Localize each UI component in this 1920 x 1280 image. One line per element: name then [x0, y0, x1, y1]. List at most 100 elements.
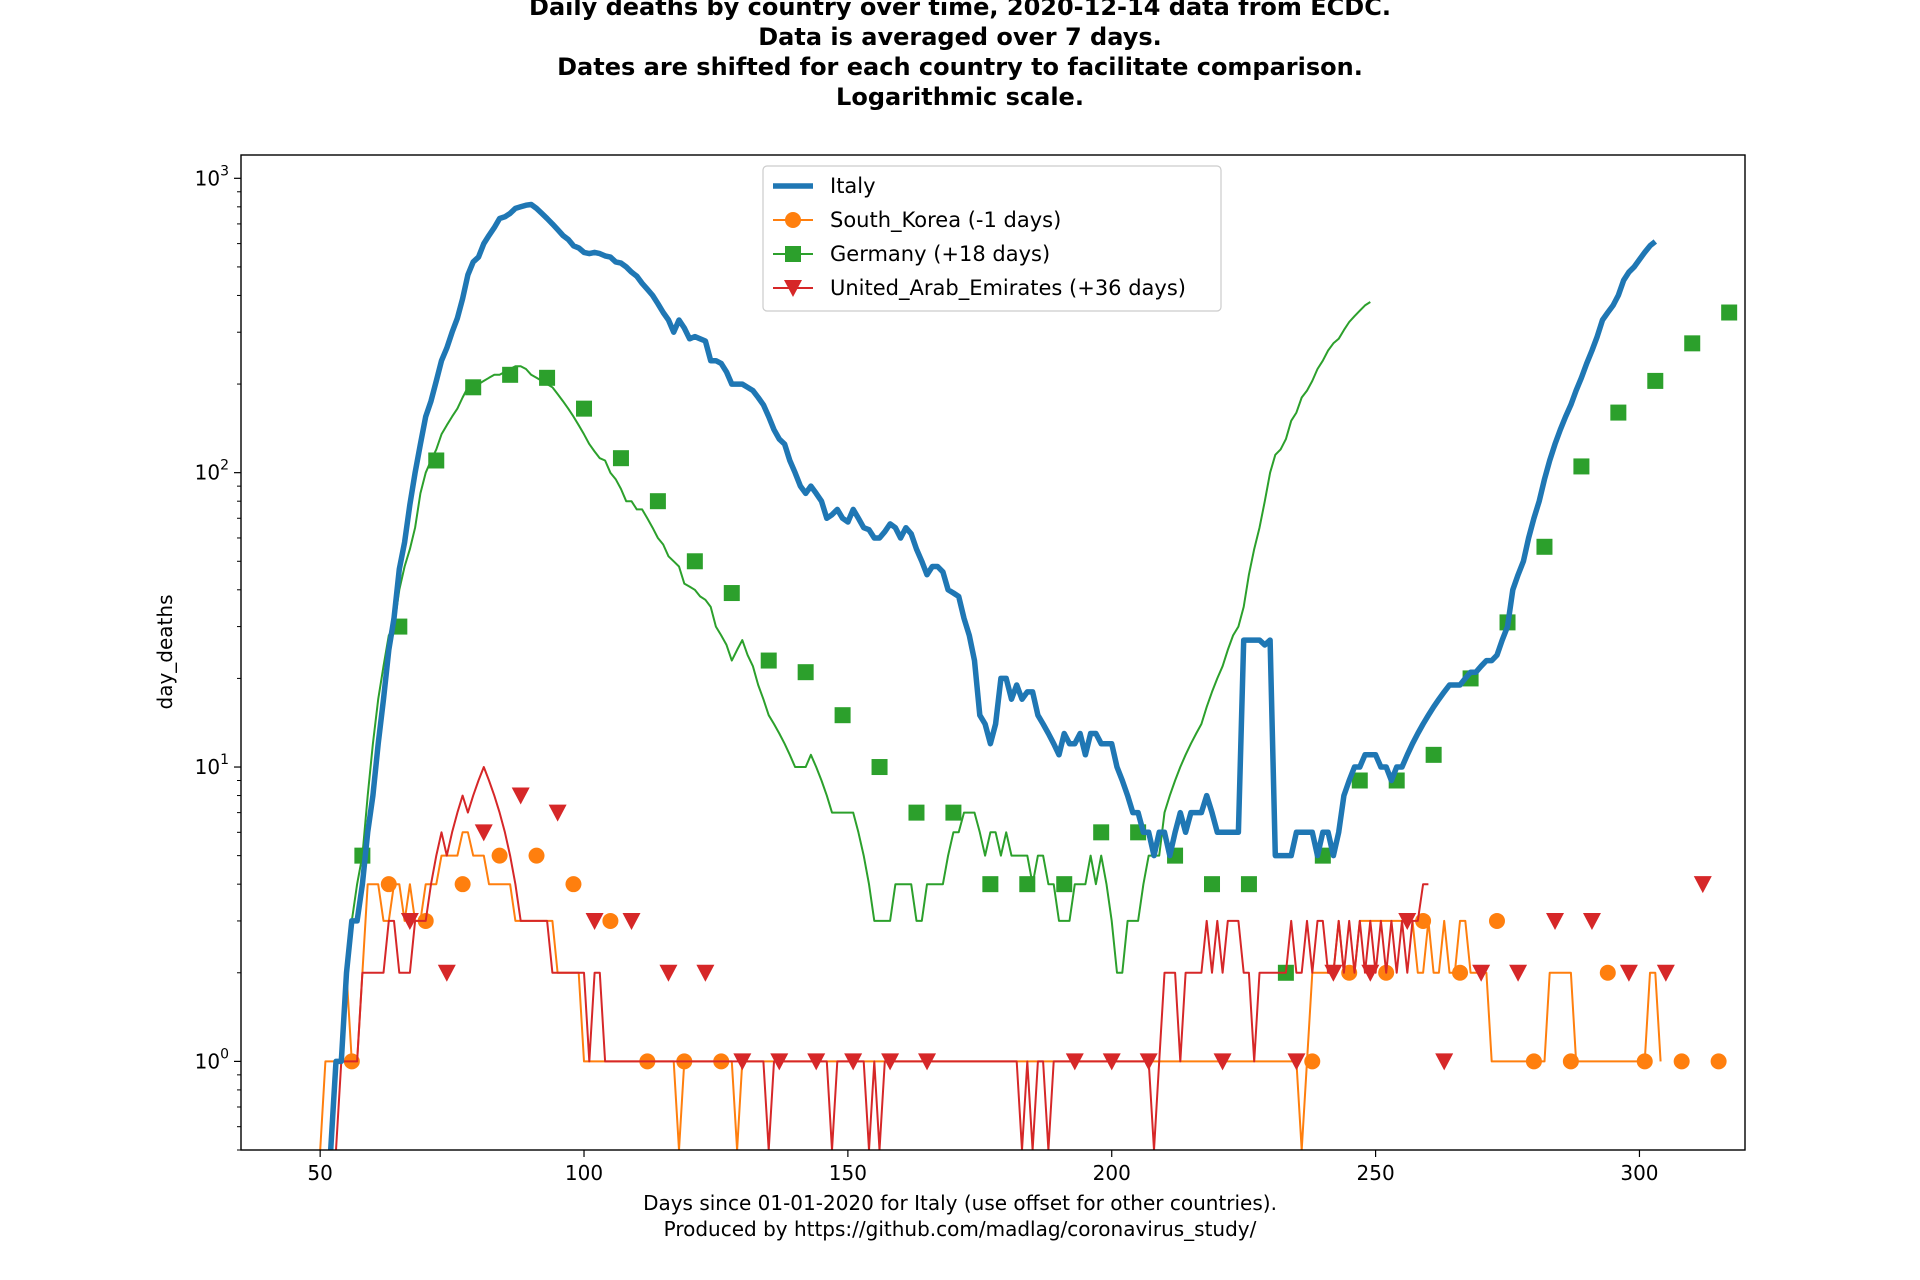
series-layer — [319, 201, 1738, 1150]
series-line — [340, 301, 1371, 1062]
data-point — [844, 1053, 863, 1071]
data-point — [1546, 912, 1565, 930]
data-point — [918, 1053, 937, 1071]
data-point — [465, 379, 482, 396]
data-point — [1656, 964, 1675, 982]
data-point — [1525, 1053, 1542, 1070]
data-point — [1710, 1053, 1727, 1070]
data-point — [1213, 1053, 1232, 1071]
data-point — [548, 804, 567, 822]
data-point — [1536, 538, 1553, 555]
y-tick-label: 102 — [195, 458, 229, 485]
data-point — [1065, 1053, 1084, 1071]
data-point — [1599, 964, 1616, 981]
data-point — [881, 1053, 900, 1071]
data-point — [380, 876, 397, 893]
data-point — [659, 964, 678, 982]
data-point — [733, 1053, 752, 1071]
series-line — [335, 766, 1429, 1150]
data-point — [945, 804, 962, 821]
data-point — [491, 847, 508, 864]
legend-label: Germany (+18 days) — [830, 242, 1050, 266]
data-point — [1452, 964, 1469, 981]
legend-entry: Italy — [773, 174, 876, 198]
data-point — [539, 369, 556, 386]
data-point — [1435, 1053, 1454, 1071]
data-point — [797, 664, 814, 681]
data-point — [612, 450, 629, 467]
title-line: Logarithmic scale. — [836, 83, 1084, 111]
data-point — [1509, 964, 1528, 982]
data-point — [528, 847, 545, 864]
data-point — [649, 493, 666, 510]
data-point — [622, 912, 641, 930]
data-point — [1684, 335, 1701, 352]
legend-marker — [785, 212, 801, 228]
legend-entry: Germany (+18 days) — [773, 242, 1050, 266]
data-point — [1287, 1053, 1306, 1071]
title-line: Dates are shifted for each country to fa… — [557, 53, 1363, 81]
x-tick-label: 100 — [565, 1161, 603, 1185]
data-point — [502, 366, 519, 383]
legend-box — [762, 165, 1222, 312]
data-point — [511, 787, 530, 805]
data-point — [723, 585, 740, 602]
data-point — [1573, 458, 1590, 475]
data-point — [1425, 746, 1442, 763]
x-axis: 50 100 150 200 250 300 — [307, 1150, 1659, 1185]
data-point — [428, 452, 445, 469]
data-point — [1204, 876, 1221, 893]
y-tick-label: 100 — [195, 1046, 229, 1073]
y-axis: 100 101 102 103 — [195, 163, 241, 1151]
x-axis-label-line: Days since 01-01-2020 for Italy (use off… — [643, 1191, 1277, 1215]
x-tick-label: 250 — [1357, 1161, 1395, 1185]
data-point — [1056, 876, 1073, 893]
data-point — [1619, 964, 1638, 982]
data-point — [585, 912, 604, 930]
y-axis-label: day_deaths — [153, 595, 177, 710]
y-tick-label: 103 — [195, 163, 229, 190]
legend-label: United_Arab_Emirates (+36 days) — [830, 276, 1186, 301]
legend-marker — [785, 246, 801, 262]
legend-label: Italy — [830, 174, 876, 198]
x-axis-label-line: Produced by https://github.com/madlag/co… — [663, 1217, 1257, 1241]
data-point — [1488, 912, 1505, 929]
data-point — [1019, 876, 1036, 893]
data-point — [1610, 404, 1627, 421]
legend-entry: South_Korea (-1 days) — [773, 208, 1061, 233]
x-tick-label: 50 — [307, 1161, 332, 1185]
data-point — [1351, 772, 1368, 789]
legend-marker — [784, 280, 802, 297]
data-point — [770, 1053, 789, 1071]
data-point — [696, 964, 715, 982]
data-point — [1093, 824, 1110, 841]
data-point — [1102, 1053, 1121, 1071]
data-point — [1673, 1053, 1690, 1070]
data-point — [474, 824, 493, 842]
data-point — [1139, 1053, 1158, 1071]
series-line — [327, 201, 1658, 1150]
data-point — [602, 912, 619, 929]
title-line: Data is averaged over 7 days. — [758, 23, 1162, 51]
x-tick-label: 300 — [1620, 1161, 1658, 1185]
data-point — [576, 400, 593, 417]
data-point — [1324, 964, 1343, 982]
legend-label: South_Korea (-1 days) — [830, 208, 1061, 233]
data-point — [871, 759, 888, 776]
data-point — [565, 876, 582, 893]
data-point — [400, 912, 419, 930]
data-point — [1304, 1053, 1321, 1070]
series-0 — [327, 201, 1658, 1150]
data-point — [1693, 876, 1712, 894]
title-line: Daily deaths by country over time, 2020-… — [529, 0, 1391, 21]
data-point — [1472, 964, 1491, 982]
series-3 — [335, 766, 1712, 1150]
data-point — [1398, 912, 1417, 930]
data-point — [1582, 912, 1601, 930]
data-point — [834, 707, 851, 724]
x-axis-label: Days since 01-01-2020 for Italy (use off… — [0, 1190, 1920, 1242]
data-point — [1562, 1053, 1579, 1070]
data-point — [982, 876, 999, 893]
x-tick-label: 150 — [829, 1161, 867, 1185]
